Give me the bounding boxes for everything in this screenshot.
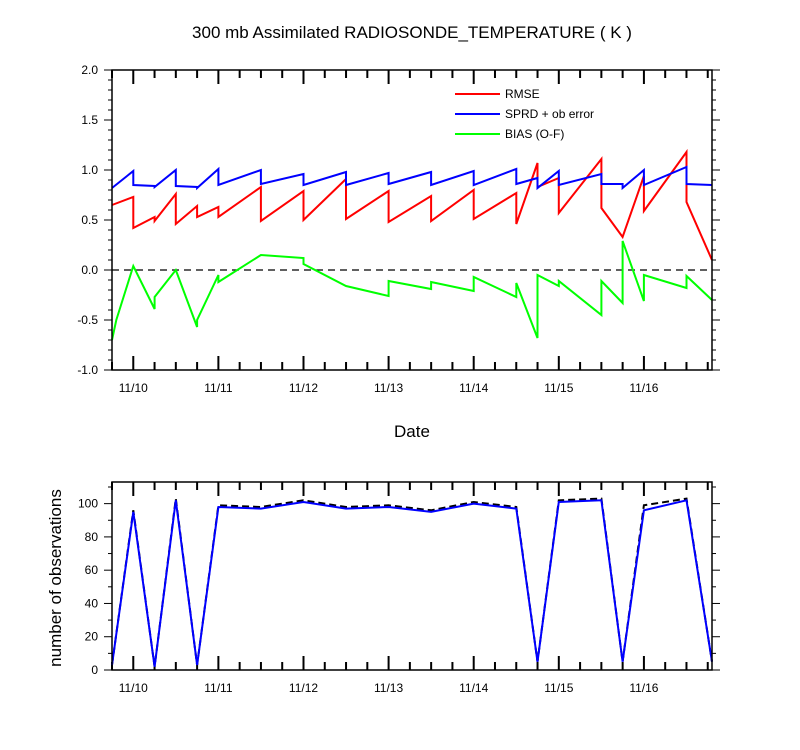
y-tick-label: 1.0 [81,163,98,177]
series-line-bias-o-f [111,240,713,341]
y-tick-label: 60 [85,563,99,577]
x-axis-title: Date [394,422,430,441]
x-tick-label: 11/14 [459,681,488,695]
x-tick-label: 11/11 [204,681,233,695]
y-tick-label: 40 [85,596,99,610]
series-line-total [111,497,713,667]
y-tick-label: 0 [91,663,98,677]
y-tick-label: 0.0 [81,263,98,277]
x-tick-label: 11/15 [544,681,573,695]
y-tick-label: -1.0 [77,363,98,377]
y-tick-label: 20 [85,630,99,644]
top-panel: 2.0 1.5 1.0 0.5 0.0 -0.5 -1.0 11/10 11/11 11/12 11… [77,63,720,395]
x-tick-label: 11/10 [119,381,148,395]
y-tick-label: 100 [78,497,98,511]
x-tick-label: 11/12 [289,681,318,695]
series-line-assimilated [111,499,713,667]
x-tick-label: 11/15 [544,381,573,395]
x-tick-label: 11/11 [204,381,233,395]
series-line-rmse [111,148,713,261]
x-tick-label: 11/13 [374,381,403,395]
y-tick-label: -0.5 [77,313,98,327]
x-tick-label: 11/14 [459,381,488,395]
legend-label: SPRD + ob error [505,107,594,121]
legend-label: BIAS (O-F) [505,127,564,141]
plot-frame [111,69,713,371]
legend-label: RMSE [505,87,540,101]
y-axis-title-observations: number of observations [46,489,65,667]
x-tick-label: 11/12 [289,381,318,395]
chart-title: 300 mb Assimilated RADIOSONDE_TEMPERATUR… [192,23,632,42]
x-tick-label: 11/16 [629,381,658,395]
bottom-panel: 100 80 60 40 20 0 11/10 11/11 11/12 11/13 11/14 11/… [78,481,720,695]
x-tick-label: 11/13 [374,681,403,695]
series-line-sprd-ob-error [111,165,713,191]
y-tick-label: 1.5 [81,113,98,127]
x-tick-label: 11/10 [119,681,148,695]
y-tick-label: 80 [85,530,99,544]
y-tick-label: 0.5 [81,213,98,227]
plot-frame [111,481,713,671]
y-tick-label: 2.0 [81,63,98,77]
x-tick-label: 11/16 [629,681,658,695]
